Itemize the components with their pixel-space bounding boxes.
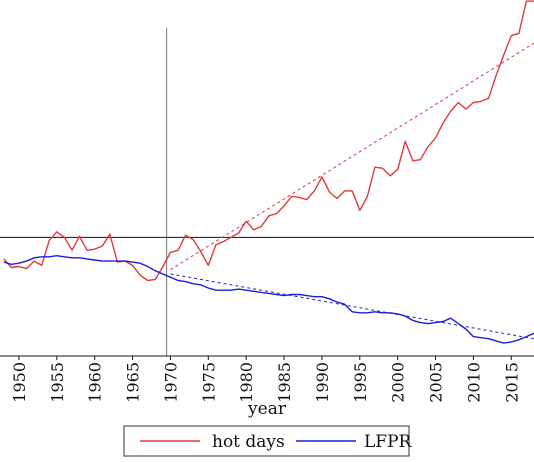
x-tick-label: 1965 (124, 362, 143, 403)
trend-line-lfpr (170, 273, 534, 340)
x-axis-ticks: 1950 1955 1960 1965 1970 1975 1980 1985 1990 1995… (10, 356, 521, 403)
x-tick-label: 1990 (313, 362, 332, 403)
x-tick-label: 1960 (86, 362, 105, 403)
x-tick-label: 1950 (10, 362, 29, 403)
x-tick-label: 1980 (237, 362, 256, 403)
trend-line-hot-days (170, 42, 534, 271)
x-tick-label: 2010 (464, 362, 483, 403)
legend-label-lfpr: LFPR (364, 432, 413, 452)
x-tick-label: 2015 (502, 362, 521, 403)
x-tick-label: 1955 (48, 362, 67, 403)
x-tick-label: 1975 (199, 362, 218, 403)
legend: hot days LFPR (123, 425, 413, 457)
plot-area (0, 0, 534, 357)
series-line-hot-days (3, 0, 534, 282)
x-tick-label: 2005 (427, 362, 446, 403)
x-tick-label: 1995 (351, 362, 370, 403)
x-axis-label: year (247, 399, 287, 419)
legend-label-hot-days: hot days (212, 432, 285, 452)
x-tick-label: 2000 (389, 362, 408, 403)
x-tick-label: 1970 (161, 362, 180, 403)
series-line-lfpr (3, 254, 534, 344)
x-tick-label: 1985 (275, 362, 294, 403)
